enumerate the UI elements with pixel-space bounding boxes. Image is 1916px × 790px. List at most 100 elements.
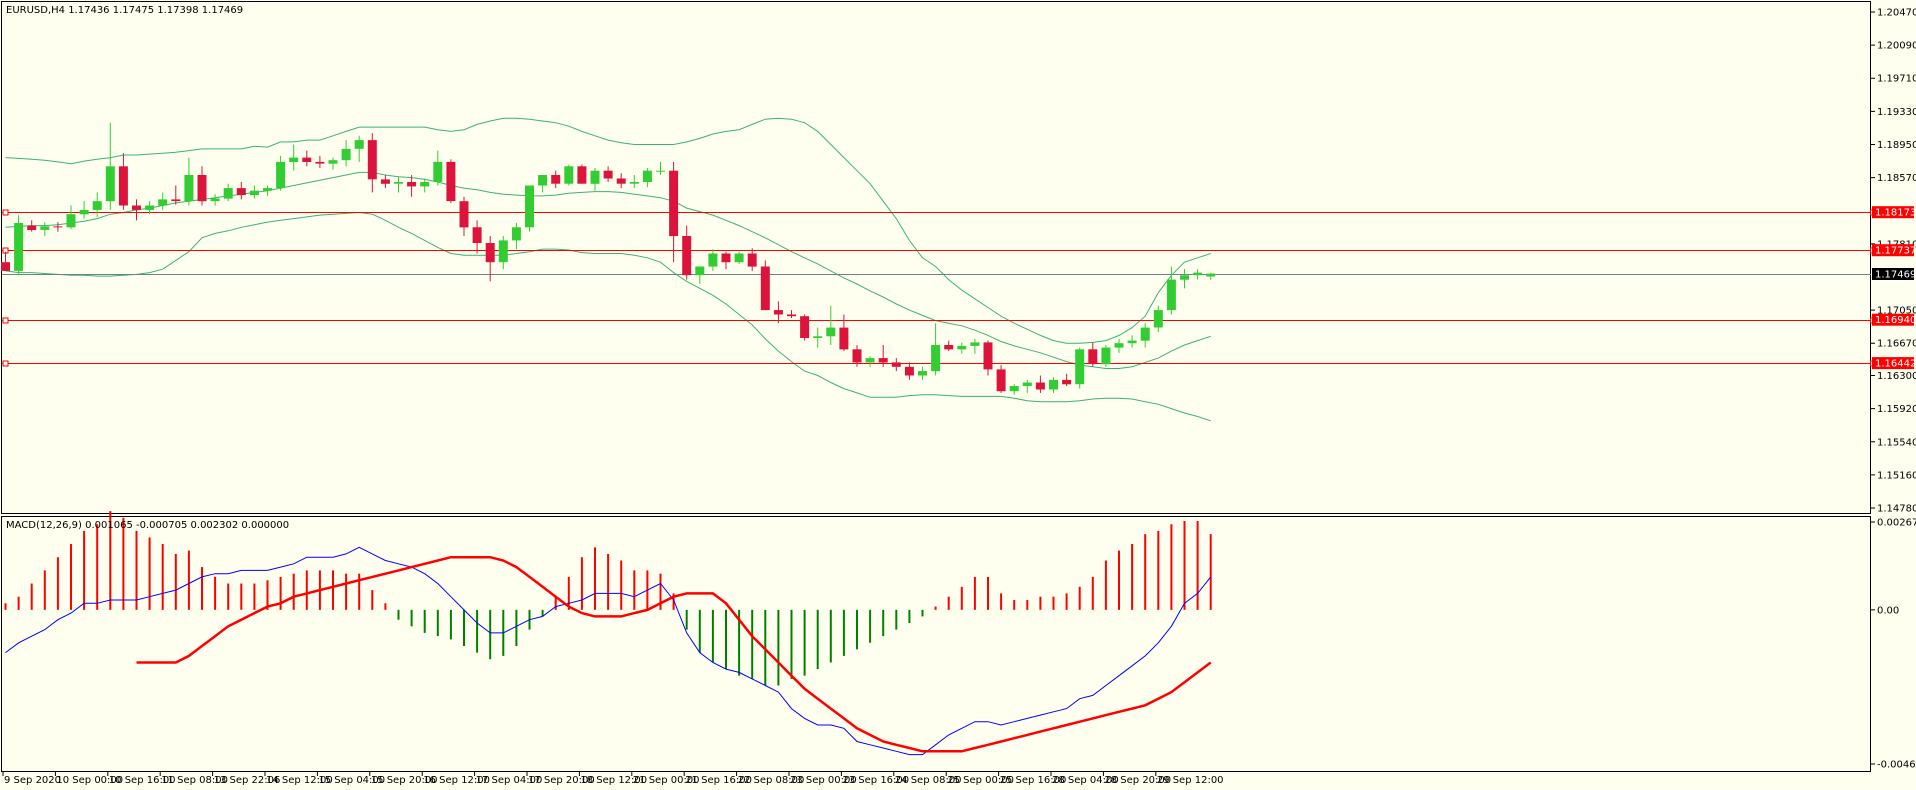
bull-candle bbox=[590, 170, 600, 184]
bear-candle bbox=[118, 166, 128, 206]
bull-candle bbox=[223, 188, 233, 199]
bear-candle bbox=[27, 225, 37, 230]
bear-candle bbox=[787, 314, 796, 317]
level-line-marker bbox=[2, 209, 9, 216]
bull-candle bbox=[1166, 279, 1176, 311]
bear-candle bbox=[315, 161, 325, 164]
bear-candle bbox=[747, 253, 757, 267]
bull-candle bbox=[14, 223, 24, 271]
bull-candle bbox=[695, 266, 705, 276]
bollinger-lower-line bbox=[5, 211, 1211, 422]
bear-candle bbox=[551, 175, 561, 184]
time-tick-label: 23 Sep 00:00 bbox=[790, 775, 857, 786]
level-price-badge bbox=[1872, 244, 1914, 257]
time-tick-label: 24 Sep 08:00 bbox=[895, 775, 962, 786]
bear-candle bbox=[878, 358, 888, 363]
bull-candle bbox=[642, 170, 652, 182]
bear-candle bbox=[132, 205, 141, 210]
time-tick-label: 25 Sep 16:00 bbox=[1000, 775, 1067, 786]
bear-candle bbox=[577, 166, 587, 184]
price-tick-label: 1.15920 bbox=[1877, 404, 1916, 415]
time-tick-label: 21 Sep 00:00 bbox=[633, 775, 700, 786]
bull-candle bbox=[629, 182, 639, 184]
macd-panel-frame bbox=[1, 516, 1871, 772]
level-price-label: 1.17737 bbox=[1875, 246, 1916, 257]
bull-candle bbox=[105, 166, 115, 202]
macd-header: MACD(12,26,9) 0.001065 -0.000705 0.00230… bbox=[6, 520, 289, 531]
level-price-badge bbox=[1872, 357, 1914, 370]
price-tick-label: 1.16670 bbox=[1877, 339, 1916, 350]
time-tick-label: 10 Sep 00:00 bbox=[56, 775, 123, 786]
bear-candle bbox=[1035, 382, 1045, 390]
bull-candle bbox=[656, 170, 665, 172]
bull-candle bbox=[341, 148, 351, 161]
bull-candle bbox=[1009, 386, 1019, 392]
bull-candle bbox=[184, 175, 194, 202]
price-tick-label: 1.20470 bbox=[1877, 8, 1916, 19]
bull-candle bbox=[1101, 347, 1111, 365]
bull-candle bbox=[433, 161, 443, 182]
time-tick-label: 10 Sep 16:00 bbox=[109, 775, 176, 786]
bull-candle bbox=[826, 327, 836, 337]
bear-candle bbox=[773, 310, 783, 315]
time-tick-label: 17 Sep 04:00 bbox=[476, 775, 543, 786]
level-line-marker bbox=[2, 317, 9, 324]
bear-candle bbox=[904, 366, 914, 376]
level-price-label: 1.16940 bbox=[1875, 315, 1916, 326]
bull-candle bbox=[210, 198, 220, 202]
price-tick-label: 1.20090 bbox=[1877, 41, 1916, 52]
price-panel bbox=[1, 117, 1876, 422]
time-tick-label: 22 Sep 08:00 bbox=[738, 775, 805, 786]
time-tick-label: 21 Sep 16:00 bbox=[685, 775, 752, 786]
macd-tick-label: -0.004685 bbox=[1877, 760, 1916, 771]
bear-candle bbox=[485, 243, 495, 263]
time-tick-label: 23 Sep 16:00 bbox=[842, 775, 909, 786]
bear-candle bbox=[302, 157, 312, 162]
time-tick-label: 15 Sep 04:00 bbox=[318, 775, 385, 786]
time-tick-label: 15 Sep 20:00 bbox=[371, 775, 438, 786]
price-tick-label: 1.19330 bbox=[1877, 107, 1916, 118]
bear-candle bbox=[446, 161, 456, 202]
time-tick-label: 28 Sep 04:00 bbox=[1052, 775, 1119, 786]
macd-tick-label: 0.00 bbox=[1877, 605, 1899, 616]
bull-candle bbox=[394, 182, 403, 184]
bull-candle bbox=[289, 157, 299, 162]
bull-candle bbox=[498, 240, 508, 263]
bear-candle bbox=[472, 227, 482, 243]
bull-candle bbox=[813, 336, 823, 338]
current-price-label: 1.17469 bbox=[1875, 270, 1916, 281]
time-tick-label: 28 Sep 20:00 bbox=[1104, 775, 1171, 786]
bull-candle bbox=[1153, 310, 1163, 328]
bear-candle bbox=[380, 179, 390, 184]
bull-candle bbox=[276, 161, 286, 189]
time-tick-label: 29 Sep 12:00 bbox=[1157, 775, 1224, 786]
current-price-badge bbox=[1872, 268, 1914, 280]
price-tick-label: 1.17050 bbox=[1877, 306, 1916, 317]
time-tick-label: 25 Sep 00:00 bbox=[947, 775, 1014, 786]
time-tick-label: 9 Sep 2020 bbox=[4, 775, 61, 786]
bull-candle bbox=[420, 182, 430, 187]
bull-candle bbox=[328, 160, 338, 164]
bear-candle bbox=[944, 345, 954, 350]
price-tick-label: 1.15160 bbox=[1877, 470, 1916, 481]
bull-candle bbox=[931, 345, 941, 372]
bull-candle bbox=[145, 205, 155, 210]
bull-candle bbox=[1206, 273, 1216, 277]
signal-line bbox=[136, 555, 1212, 753]
time-tick-label: 18 Sep 12:00 bbox=[580, 775, 647, 786]
bull-candle bbox=[1127, 340, 1137, 344]
bear-candle bbox=[367, 140, 377, 180]
bull-candle bbox=[564, 166, 574, 184]
bull-candle bbox=[1114, 343, 1124, 348]
level-price-label: 1.18173 bbox=[1875, 208, 1916, 219]
bull-candle bbox=[1140, 327, 1150, 341]
bear-candle bbox=[721, 253, 731, 263]
bull-candle bbox=[1180, 275, 1189, 280]
level-price-label: 1.16442 bbox=[1875, 359, 1916, 370]
time-tick-label: 16 Sep 12:00 bbox=[423, 775, 490, 786]
time-tick-label: 13 Sep 22:06 bbox=[214, 775, 281, 786]
bull-candle bbox=[970, 342, 980, 346]
bull-candle bbox=[1075, 349, 1085, 385]
